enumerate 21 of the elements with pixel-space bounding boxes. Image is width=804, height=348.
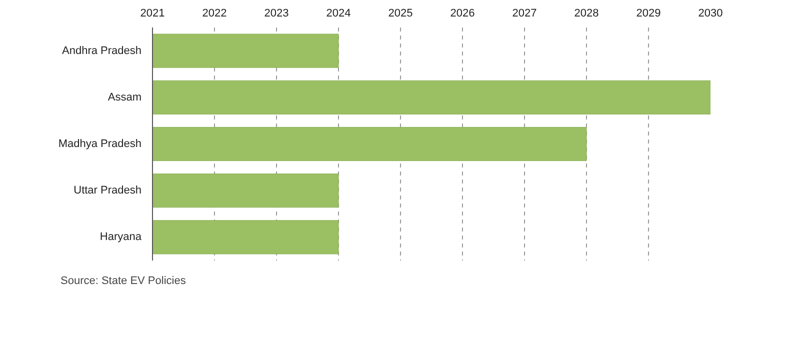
bar [152, 126, 587, 162]
x-tick-label: 2023 [264, 8, 289, 20]
bar [152, 34, 339, 68]
y-tick-label: Madhya Pradesh [58, 138, 142, 150]
bar [152, 220, 339, 254]
x-tick-label: 2022 [202, 8, 227, 20]
y-tick-label: Andhra Pradesh [62, 44, 142, 57]
x-tick-label: 2027 [512, 8, 537, 20]
x-tick-label: 2030 [698, 8, 723, 20]
source-note: Source: State EV Policies [60, 275, 186, 287]
x-tick-label: 2025 [388, 8, 413, 20]
y-tick-label: Assam [108, 91, 142, 104]
x-tick-label: 2026 [450, 8, 475, 20]
x-tick-label: 2021 [140, 8, 165, 20]
y-tick-label: Haryana [100, 231, 142, 244]
x-tick-label: 2029 [636, 8, 661, 20]
x-tick-label: 2028 [574, 8, 599, 20]
bar [152, 80, 710, 114]
bar [152, 174, 339, 208]
x-tick-label: 2024 [326, 8, 351, 20]
y-tick-label: Uttar Pradesh [74, 184, 142, 197]
